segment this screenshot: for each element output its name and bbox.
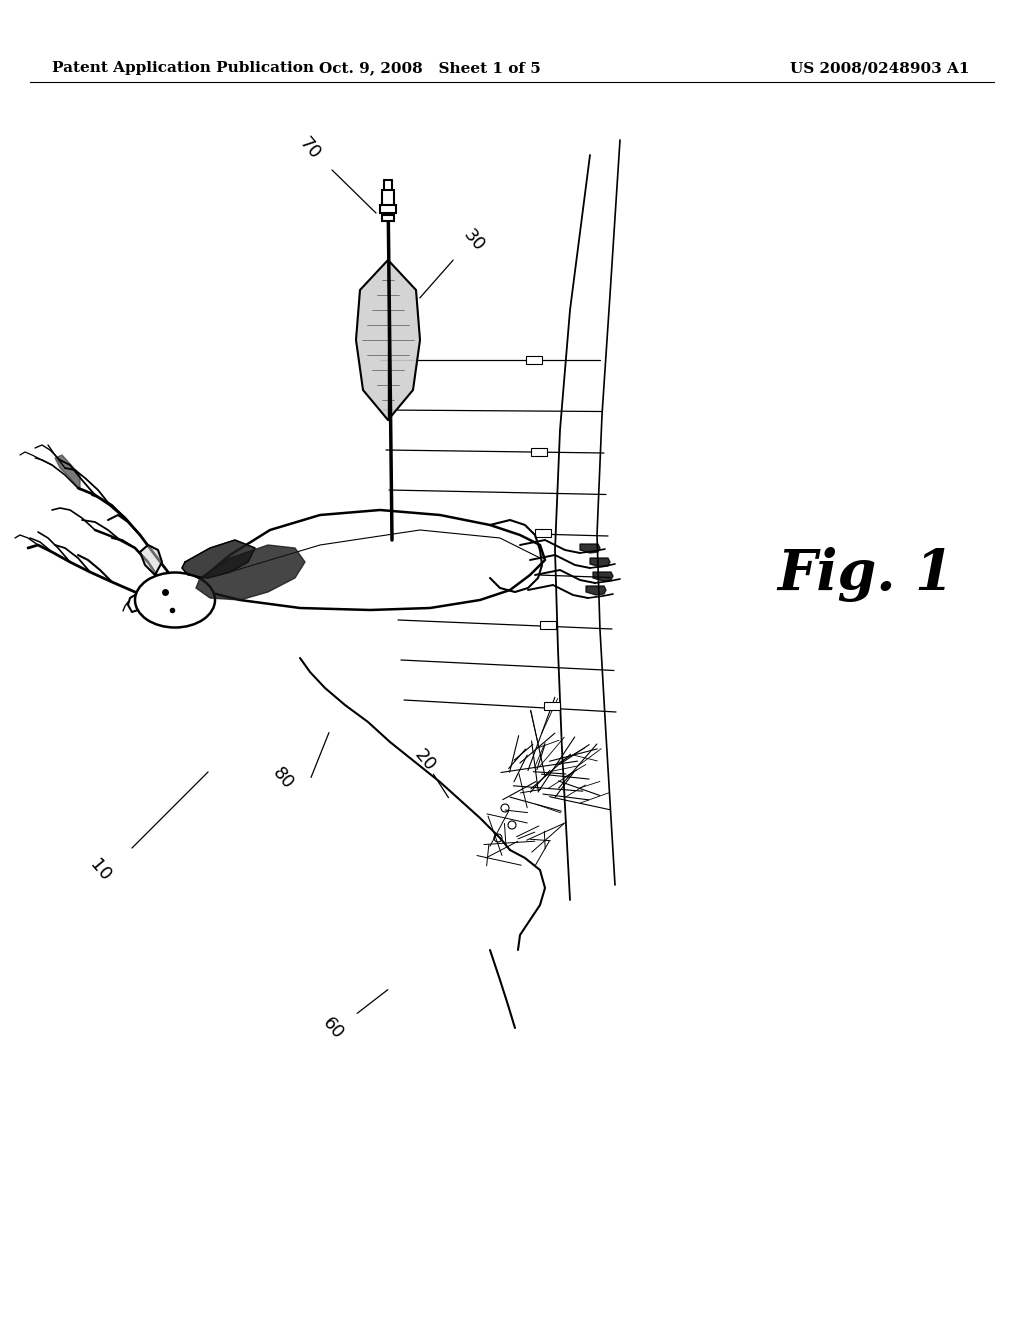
Text: 20: 20 [411,746,439,775]
Bar [545,702,560,710]
Polygon shape [490,520,542,591]
Bar [382,190,394,213]
Polygon shape [586,586,606,595]
Text: Patent Application Publication: Patent Application Publication [52,61,314,75]
Polygon shape [580,544,600,553]
Text: Oct. 9, 2008   Sheet 1 of 5: Oct. 9, 2008 Sheet 1 of 5 [319,61,541,75]
Polygon shape [140,545,162,576]
Text: 30: 30 [460,226,488,255]
Polygon shape [55,455,80,490]
Text: Fig. 1: Fig. 1 [777,546,953,602]
Polygon shape [196,545,305,601]
Polygon shape [185,510,545,610]
Bar [382,215,394,220]
Text: 70: 70 [296,133,325,162]
Polygon shape [182,540,255,578]
Bar [536,529,551,537]
Polygon shape [590,558,610,568]
Bar [526,356,542,364]
Bar [540,620,556,628]
Bar [380,205,396,213]
Ellipse shape [135,573,215,627]
Polygon shape [593,572,613,581]
Text: 60: 60 [318,1014,347,1043]
Bar [530,447,547,455]
Text: 80: 80 [269,763,297,792]
Polygon shape [356,260,420,420]
Text: US 2008/0248903 A1: US 2008/0248903 A1 [791,61,970,75]
Text: 10: 10 [86,855,114,884]
